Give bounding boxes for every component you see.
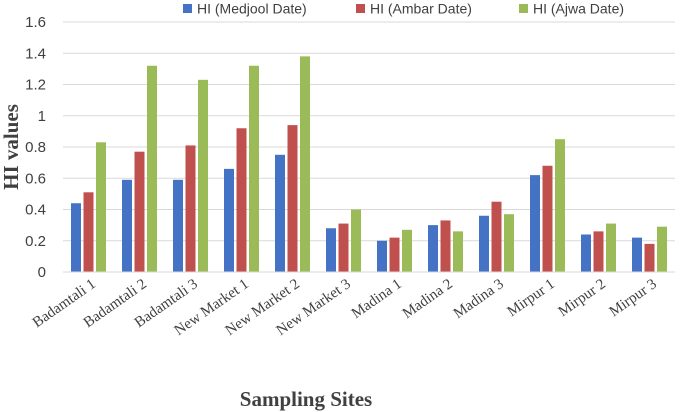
- bar-2-5: [287, 125, 298, 272]
- x-category-label: Mirpur 1: [505, 276, 558, 320]
- bar-2-8: [440, 220, 451, 272]
- y-tick-label: 0.8: [25, 139, 46, 156]
- bar-1-8: [428, 225, 438, 272]
- bar-3-9: [504, 214, 514, 272]
- bar-2-10: [542, 165, 553, 272]
- y-tick-label: 0.6: [25, 170, 46, 187]
- bar-2-12: [644, 243, 655, 272]
- bars: [71, 56, 667, 272]
- bar-1-12: [632, 237, 642, 272]
- legend-swatch-1: [183, 4, 192, 13]
- bar-3-4: [249, 65, 259, 272]
- bar-1-11: [581, 234, 591, 272]
- bar-2-6: [338, 223, 349, 272]
- bar-3-6: [351, 209, 361, 272]
- legend-swatch-2: [356, 4, 365, 13]
- y-tick-label: 1.6: [25, 14, 46, 31]
- bar-3-5: [300, 56, 310, 272]
- bar-2-4: [236, 128, 247, 272]
- y-axis-tick-labels: 0 0.2 0.4 0.6 0.8 1 1.2 1.4 1.6: [25, 14, 46, 281]
- bar-3-10: [555, 139, 565, 272]
- bar-2-11: [593, 231, 604, 272]
- bar-3-1: [96, 142, 106, 272]
- x-category-label: Mirpur 2: [556, 276, 609, 320]
- gridlines: [63, 21, 675, 242]
- y-tick-label: 1.2: [25, 77, 46, 94]
- bar-3-8: [453, 231, 463, 272]
- bar-2-2: [134, 151, 145, 272]
- bar-3-3: [198, 79, 208, 272]
- x-category-label: Madina 2: [400, 276, 456, 322]
- bar-3-2: [147, 65, 157, 272]
- legend-label-2: HI (Ambar Date): [370, 1, 472, 17]
- y-tick-label: 0.4: [25, 202, 46, 219]
- bar-3-12: [657, 226, 667, 272]
- bar-3-7: [402, 229, 412, 272]
- x-category-label: Mirpur 3: [607, 276, 660, 320]
- bar-1-7: [377, 240, 387, 272]
- x-axis-title: Sampling Sites: [240, 387, 372, 411]
- legend-label-1: HI (Medjool Date): [197, 1, 307, 17]
- legend-label-3: HI (Ajwa Date): [533, 1, 624, 17]
- y-tick-label: 0: [38, 264, 46, 281]
- bar-2-3: [185, 145, 196, 272]
- bar-1-3: [173, 179, 183, 272]
- y-axis-title: HI values: [0, 104, 23, 190]
- y-tick-label: 1.4: [25, 45, 46, 62]
- bar-1-1: [71, 203, 81, 272]
- bar-2-1: [83, 192, 94, 272]
- bar-1-9: [479, 215, 489, 272]
- y-tick-label: 0.2: [25, 233, 46, 250]
- y-tick-label: 1: [38, 108, 46, 125]
- legend: HI (Medjool Date) HI (Ambar Date) HI (Ajwa…: [183, 1, 624, 17]
- bar-1-6: [326, 228, 336, 272]
- bar-1-5: [275, 154, 285, 272]
- bar-3-11: [606, 223, 616, 272]
- x-category-label: Madina 1: [349, 276, 405, 322]
- bar-1-2: [122, 179, 132, 272]
- bar-1-10: [530, 175, 540, 272]
- bar-2-9: [491, 201, 502, 272]
- bar-1-4: [224, 168, 234, 272]
- bar-2-7: [389, 237, 400, 272]
- x-category-label: Madina 3: [451, 276, 507, 322]
- legend-swatch-3: [519, 4, 528, 13]
